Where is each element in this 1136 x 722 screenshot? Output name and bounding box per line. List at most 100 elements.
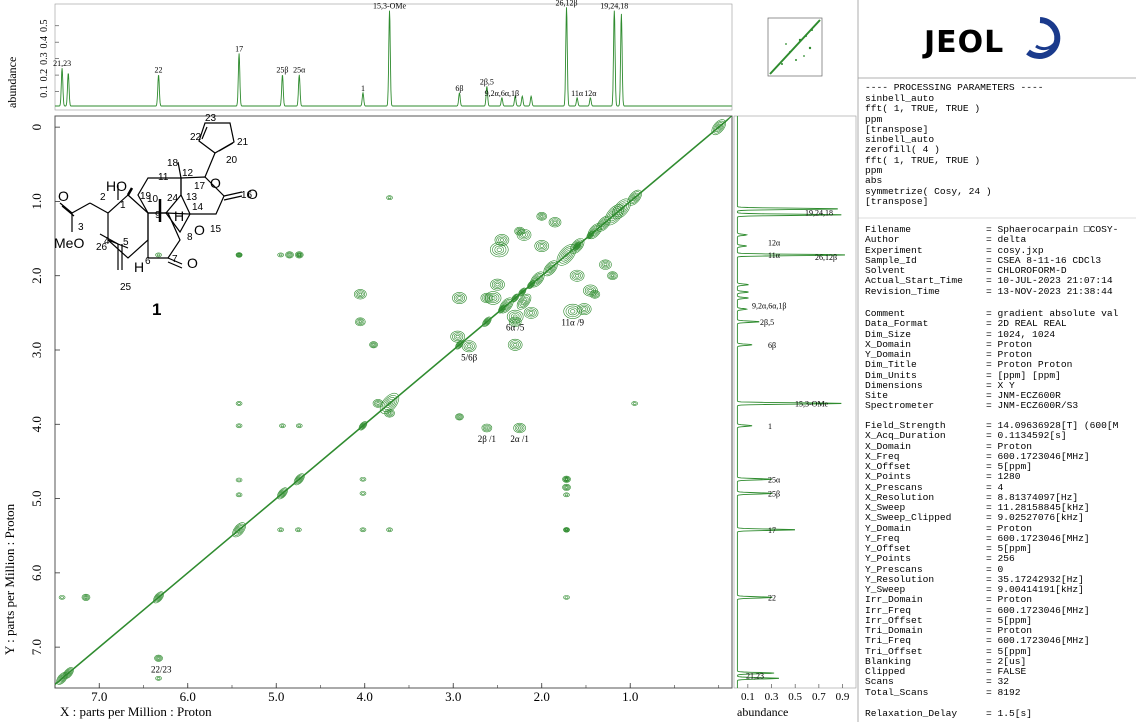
bond-1-2: [89, 202, 109, 214]
param-key: Y_Domain: [865, 522, 912, 534]
diagonal-peak: [358, 421, 368, 431]
atom-label: 25: [120, 282, 132, 293]
data-params-table: Comment = gradient absolute val Data_Forma…: [865, 308, 1118, 412]
overview-thumbnail[interactable]: [767, 17, 823, 77]
processing-step: zerofill( 4 ): [865, 144, 940, 156]
param-key: X_Resolution: [865, 491, 935, 503]
cross-peak: [484, 291, 502, 305]
param-row: Dimensions = X Y: [865, 380, 1118, 391]
param-value: = 9.02527076[kHz]: [986, 512, 1084, 524]
cross-peak: [562, 483, 571, 491]
cross-peak-label: 2β /1: [478, 434, 496, 444]
atom-label: H: [134, 259, 144, 275]
right-x-tick-label: 0.1: [741, 691, 755, 703]
param-row: Irr_Offset = 5[ppm]: [865, 614, 1118, 626]
right-peak-label: 19,24,18: [805, 209, 833, 218]
cross-peak: [576, 303, 592, 316]
processing-step: sinbell_auto: [865, 134, 935, 146]
cross-peak-small: [563, 476, 570, 482]
atom-label: O: [187, 255, 198, 271]
diagonal-peak: [516, 293, 532, 310]
cosy-contour-layer: [55, 116, 732, 686]
param-key: Y_Domain: [865, 349, 912, 360]
param-value: = 13-NOV-2023 21:38:44: [986, 285, 1113, 297]
param-key: Blanking: [865, 655, 912, 667]
cross-peak: [548, 217, 562, 228]
furan-ring: [198, 122, 235, 154]
top-peak-label: 21,23: [53, 59, 71, 68]
top-peak-label: 11α: [571, 89, 584, 98]
top-peak-label: 19,24,18: [600, 2, 628, 11]
logo-text: JEOL: [922, 25, 1004, 60]
param-key: Filename: [865, 224, 912, 235]
cross-peak-small: [277, 527, 284, 533]
x-tick-label: 5.0: [268, 689, 284, 704]
param-key: Comment: [865, 308, 906, 319]
param-key: Scans: [865, 676, 894, 688]
param-row: Site = JNM-ECZ600R: [865, 390, 1118, 401]
top-projection-layer: [55, 7, 732, 107]
param-key: Field_Strength: [865, 420, 946, 431]
cross-peak-label: 5/6β: [461, 352, 478, 362]
cross-peak-small: [235, 423, 243, 429]
right-peak-label: 17: [768, 526, 776, 535]
param-key: Total_Scans: [865, 686, 929, 698]
atom-label: 9: [155, 210, 161, 221]
param-row: Y_Prescans = 0: [865, 564, 1118, 575]
right-peak-label: 25β: [768, 489, 780, 498]
top-peak-label: 15,3-OMe: [373, 2, 407, 11]
param-value: = Proton: [986, 522, 1033, 534]
top-peak-label: 2β,5: [480, 77, 494, 86]
cross-peak: [480, 292, 494, 304]
axes-layer: 0.1 0.2 0.3 0.4 0.5 0.1 0.3 0.5 0.7 0.9 7.0 6.0 5.0 4…: [29, 19, 850, 704]
x-tick-label: 7.0: [91, 689, 107, 704]
param-row: Y_Domain = Proton: [865, 522, 1118, 534]
param-value: = delta: [986, 234, 1027, 246]
param-value: = FALSE: [986, 666, 1027, 677]
cross-peak: [384, 408, 395, 418]
right-projection-trace: [736, 116, 845, 688]
y-tick-label: 3.0: [29, 342, 44, 358]
param-row: Total_Scans = 8192: [865, 686, 1118, 698]
top-peak-label: 22: [155, 66, 163, 75]
param-key: Irr_Offset: [865, 614, 923, 626]
bond-20-17: [204, 152, 216, 178]
cross-peak-small: [631, 401, 638, 406]
main-plot-frame: [54, 115, 733, 689]
x-axis-label: X : parts per Million : Proton: [60, 704, 212, 719]
atom-label: O: [210, 175, 221, 191]
top-projection-frame: [54, 3, 733, 111]
methyl-18: [177, 161, 182, 179]
top-peak-label: 1: [361, 84, 365, 93]
bond-2-3: [71, 202, 91, 214]
y-axis-label: Y : parts per Million : Proton: [2, 503, 17, 655]
param-row: Dim_Units = [ppm] [ppm]: [865, 370, 1118, 381]
diagonal-peak: [543, 260, 558, 277]
cross-peak-small: [279, 423, 286, 429]
param-key: X_Prescans: [865, 481, 923, 493]
param-value: = 32: [986, 676, 1010, 688]
param-row: Actual_Start_Time = 10-JUL-2023 21:07:14: [865, 275, 1118, 286]
y-tick-label: 5.0: [29, 490, 44, 506]
cross-peak-small: [235, 401, 243, 406]
top-projection-ylabel: abundance: [5, 57, 19, 108]
param-key: X_Points: [865, 471, 912, 483]
param-row: Y_Points = 256: [865, 553, 1118, 564]
cross-peak: [372, 399, 384, 408]
atom-label: 15: [210, 224, 222, 235]
processing-params-header: ---- PROCESSING PARAMETERS ----: [865, 82, 1044, 93]
top-y-tick-label: 0.5: [39, 19, 50, 32]
atom-label: 16: [241, 190, 253, 201]
param-value: = 9.00414191[kHz]: [986, 584, 1084, 595]
epoxide: [164, 212, 191, 234]
cross-peak-small: [235, 252, 243, 258]
atom-label: O: [194, 222, 205, 238]
right-x-tick-label: 0.3: [765, 691, 779, 703]
diagonal-peak: [627, 189, 642, 206]
atom-label: 8: [187, 232, 193, 243]
cross-peak-small: [386, 527, 393, 533]
param-key: Y_Sweep: [865, 584, 906, 595]
atom-label: 24: [167, 193, 179, 204]
